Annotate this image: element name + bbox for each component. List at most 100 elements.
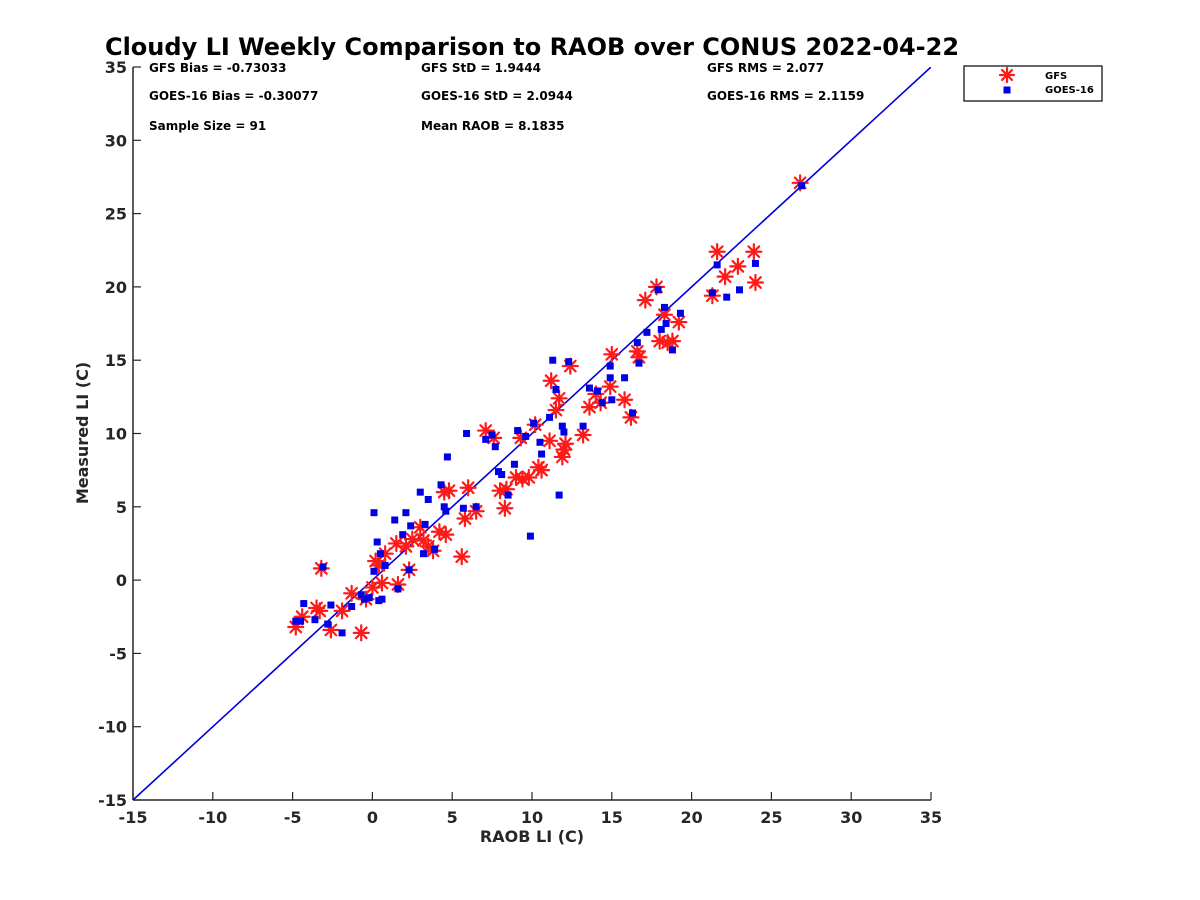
goes16-point	[488, 431, 496, 439]
goes16-point	[662, 320, 670, 328]
gfs-point	[437, 526, 455, 544]
gfs-point	[542, 372, 560, 390]
gfs-point	[550, 389, 568, 407]
gfs-point	[403, 530, 421, 548]
goes16-point	[526, 532, 534, 540]
goes16-point	[606, 374, 614, 382]
y-tick-label: 35	[105, 58, 127, 77]
gfs-rms-stat: GFS RMS = 2.077	[707, 61, 824, 75]
goes16-point	[629, 409, 637, 417]
goes16-point	[370, 567, 378, 575]
legend-goes16-label: GOES-16	[1045, 85, 1094, 96]
goes16-point	[357, 591, 365, 599]
goes16-point	[324, 620, 332, 628]
goes16-point	[643, 328, 651, 336]
y-tick-label: 30	[105, 131, 127, 150]
goes16-point	[751, 259, 759, 267]
goes16-point	[713, 261, 721, 269]
gfs-point	[376, 545, 394, 563]
goes16-point	[555, 491, 563, 499]
goes16-point	[708, 289, 716, 297]
y-tick-label: 20	[105, 278, 127, 297]
goes16-point	[491, 443, 499, 451]
gfs-point	[746, 273, 765, 292]
goes16-point	[668, 346, 676, 354]
gfs-point	[343, 584, 361, 602]
y-tick-label: 10	[105, 425, 127, 444]
goes16-point	[391, 516, 399, 524]
goes16-point	[514, 427, 522, 435]
gfs-point	[477, 421, 495, 440]
goes-rms-stat: GOES-16 RMS = 2.1159	[707, 89, 864, 103]
gfs-point	[729, 257, 747, 275]
goes16-point	[424, 495, 432, 503]
x-tick-label: 10	[521, 808, 543, 827]
goes16-series	[292, 182, 806, 637]
x-tick-label: 15	[601, 808, 623, 827]
gfs-point	[670, 313, 688, 331]
goes16-point	[598, 399, 606, 407]
goes16-point	[608, 396, 616, 404]
legend-goes16-marker	[1003, 86, 1011, 94]
gfs-point	[716, 268, 734, 286]
statistics-panel: GFS Bias = -0.73033 GFS StD = 1.9444 GFS…	[149, 61, 864, 133]
chart-title: Cloudy LI Weekly Comparison to RAOB over…	[105, 33, 959, 61]
gfs-point	[333, 602, 351, 620]
goes16-point	[606, 362, 614, 370]
y-tick-label: 5	[116, 498, 127, 517]
goes16-point	[654, 286, 662, 294]
x-tick-label: -5	[284, 808, 302, 827]
x-tick-label: 35	[920, 808, 942, 827]
goes16-point	[538, 450, 546, 458]
goes16-point	[311, 616, 319, 624]
x-tick-label: 5	[447, 808, 458, 827]
goes16-point	[530, 419, 538, 427]
goes16-point	[394, 585, 402, 593]
gfs-point	[456, 509, 474, 528]
legend: GFS GOES-16	[963, 65, 1103, 102]
goes16-point	[463, 430, 471, 437]
y-tick-label: -5	[109, 644, 127, 663]
goes16-point	[676, 309, 684, 317]
goes16-point	[522, 432, 530, 440]
goes16-point	[504, 491, 512, 499]
goes-std-stat: GOES-16 StD = 2.0944	[421, 89, 573, 103]
goes16-point	[431, 545, 439, 553]
goes16-point	[549, 356, 557, 364]
goes16-point	[292, 617, 300, 625]
gfs-point	[556, 435, 575, 453]
goes16-point	[319, 563, 327, 571]
goes16-point	[459, 504, 467, 512]
goes16-point	[593, 387, 601, 395]
y-axis-label: Measured LI (C)	[73, 362, 92, 504]
mean-raob-stat: Mean RAOB = 8.1835	[421, 119, 565, 133]
gfs-point	[373, 574, 391, 592]
goes16-point	[348, 602, 356, 610]
goes16-point	[300, 600, 308, 608]
goes16-point	[419, 550, 427, 558]
sample-size-stat: Sample Size = 91	[149, 119, 266, 133]
gfs-point	[708, 243, 726, 261]
gfs-series	[287, 174, 809, 642]
gfs-point	[467, 502, 485, 520]
goes16-point	[440, 503, 448, 511]
gfs-point	[496, 499, 514, 517]
gfs-point	[603, 345, 621, 363]
goes16-point	[381, 561, 389, 569]
goes16-point	[558, 422, 566, 430]
legend-gfs-label: GFS	[1045, 71, 1067, 82]
goes16-point	[546, 413, 554, 421]
gfs-point	[532, 461, 551, 479]
gfs-point	[601, 377, 619, 396]
goes16-point	[510, 460, 518, 468]
goes16-point	[399, 531, 407, 539]
goes16-point	[378, 595, 386, 603]
legend-gfs-symbol	[998, 66, 1016, 84]
gfs-std-stat: GFS StD = 1.9444	[421, 61, 541, 75]
gfs-point	[547, 401, 565, 419]
legend-goes16-symbol	[1003, 86, 1011, 94]
goes16-point	[402, 509, 410, 517]
gfs-point	[311, 602, 329, 620]
goes16-point	[560, 428, 568, 436]
